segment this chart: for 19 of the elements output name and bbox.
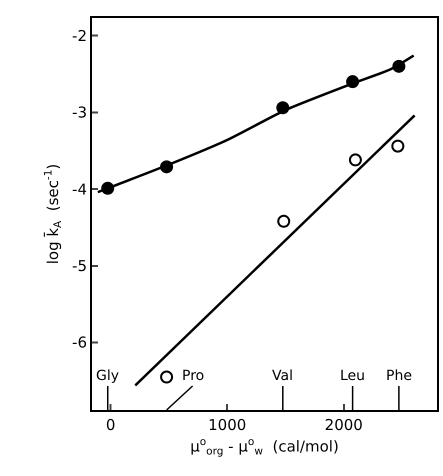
x-tick-label: 2000 xyxy=(324,416,363,434)
y-tick-label: -4 xyxy=(72,180,87,198)
y-tick-label: -6 xyxy=(72,334,87,352)
annotation: Phe xyxy=(386,368,412,384)
point xyxy=(348,153,362,166)
annotation: Val xyxy=(272,368,293,384)
annotation: Leu xyxy=(340,368,366,384)
point xyxy=(277,214,290,228)
x-axis-title: μ$^{o}$$_{org}$ - μ$^{o}$$_{w}$ (cal/mol) xyxy=(190,436,339,458)
y-tick-label: -3 xyxy=(72,104,87,122)
point xyxy=(160,370,174,384)
x-tick-label: 0 xyxy=(106,416,116,434)
y-tick-label: -2 xyxy=(72,26,87,45)
point xyxy=(391,140,404,153)
x-tick-label: 1000 xyxy=(208,416,246,434)
y-tick-label: -5 xyxy=(72,257,87,276)
line-series xyxy=(96,54,415,194)
annotation: Gly xyxy=(96,368,120,384)
annotation: Pro xyxy=(182,368,204,384)
